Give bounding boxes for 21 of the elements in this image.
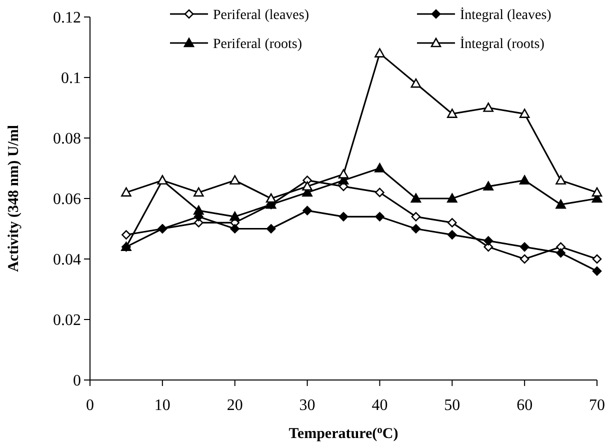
y-tick-label: 0.02 [53, 312, 81, 330]
y-tick-label: 0 [73, 372, 81, 390]
x-tick-label: 60 [516, 397, 533, 414]
y-tick-label: 0.04 [53, 252, 81, 269]
y-tick-label: 0.08 [53, 130, 81, 148]
legend-label: İntegral (leaves) [460, 6, 552, 23]
x-axis-title: Temperature($^{o}$C) [288, 424, 398, 442]
x-tick-label: 20 [226, 397, 243, 414]
legend-label: Periferal (roots) [213, 36, 302, 52]
x-tick-label: 30 [299, 397, 316, 414]
x-tick-label: 50 [444, 397, 460, 414]
y-tick-label: 0.12 [53, 10, 81, 27]
x-tick-label: 70 [589, 397, 605, 414]
legend-label: İntegral (roots) [460, 36, 545, 52]
x-tick-label: 40 [372, 397, 388, 414]
x-tick-label: 0 [86, 397, 94, 414]
y-tick-label: 0.06 [53, 191, 81, 208]
x-tick-label: 10 [154, 397, 170, 414]
y-tick-label: 0.1 [61, 70, 81, 88]
y-axis-title: Activity (348 nm) U/ml [6, 124, 22, 272]
legend-label: Periferal (leaves) [213, 8, 310, 23]
